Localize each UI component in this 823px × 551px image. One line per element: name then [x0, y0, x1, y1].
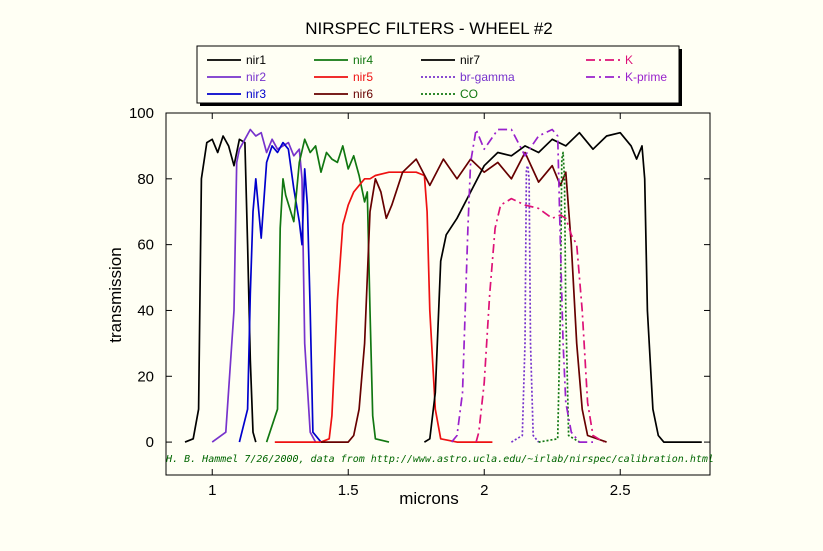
legend-label-K: K: [625, 53, 633, 67]
y-tick-label: 0: [146, 434, 154, 451]
x-tick-label: 1: [208, 482, 216, 499]
series-line-nir2: [211, 128, 317, 443]
x-tick-label: 2: [480, 482, 488, 499]
legend-label-K-prime: K-prime: [625, 70, 667, 84]
series-line-nir7: [423, 131, 702, 443]
series-line-nir6: [321, 151, 607, 443]
y-axis-label: transmission: [106, 247, 125, 342]
series-line-nir5: [274, 171, 493, 443]
y-tick-label: 20: [137, 368, 154, 385]
series-line-nir1: [184, 135, 257, 443]
series-line-nir4: [265, 138, 390, 443]
series-line-nir3: [238, 141, 322, 443]
legend-label-CO: CO: [460, 87, 478, 101]
legend-label-nir2: nir2: [246, 70, 266, 84]
x-tick-label: 1.5: [338, 482, 359, 499]
chart-title: NIRSPEC FILTERS - WHEEL #2: [305, 19, 553, 38]
legend-label-br-gamma: br-gamma: [460, 70, 515, 84]
y-tick-label: 40: [137, 302, 154, 319]
ticks-layer: 1 1.5 2 2.5 0 20 40 60 80 100: [129, 105, 710, 499]
series-line-K: [475, 197, 605, 443]
legend-label-nir3: nir3: [246, 87, 266, 101]
x-tick-label: 2.5: [610, 482, 631, 499]
legend-label-nir4: nir4: [353, 53, 373, 67]
series-line-CO: [538, 151, 580, 443]
series-layer: [184, 128, 702, 443]
attribution-note: H. B. Hammel 7/26/2000, data from http:/…: [165, 454, 714, 465]
legend-label-nir6: nir6: [353, 87, 373, 101]
x-axis-label: microns: [399, 489, 459, 508]
legend-label-nir7: nir7: [460, 53, 480, 67]
legend: nir1 nir2 nir3 nir4 nir5 nir6 nir7 br-gamma CO KK…: [196, 45, 682, 106]
legend-label-nir1: nir1: [246, 53, 266, 67]
plot-frame: [165, 112, 711, 476]
legend-label-nir5: nir5: [353, 70, 373, 84]
series-line-K-prime: [450, 128, 593, 443]
y-tick-label: 60: [137, 237, 154, 254]
y-tick-label: 80: [137, 171, 154, 188]
series-line-br-gamma: [510, 164, 540, 443]
y-tick-label: 100: [129, 105, 154, 122]
